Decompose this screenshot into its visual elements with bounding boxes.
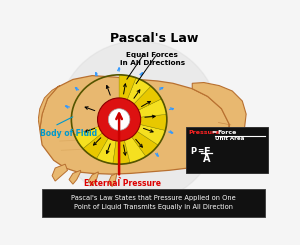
Text: Pascal's Law States that Pressure Applied on One
Point of Liquid Transmits Equal: Pascal's Law States that Pressure Applie… <box>71 196 236 210</box>
Text: P: P <box>190 147 196 156</box>
Polygon shape <box>119 120 158 157</box>
Polygon shape <box>38 86 60 130</box>
Polygon shape <box>119 99 166 120</box>
Polygon shape <box>74 120 119 149</box>
Text: Pascal's Law: Pascal's Law <box>110 32 198 45</box>
Polygon shape <box>119 75 136 120</box>
Polygon shape <box>113 120 130 164</box>
Polygon shape <box>83 120 119 159</box>
Circle shape <box>58 41 219 203</box>
Polygon shape <box>119 86 161 120</box>
Polygon shape <box>88 172 98 186</box>
Polygon shape <box>96 120 119 164</box>
Text: Body of Fluid: Body of Fluid <box>40 117 97 138</box>
FancyBboxPatch shape <box>186 127 268 173</box>
Polygon shape <box>119 114 167 130</box>
Text: =: = <box>197 147 203 156</box>
Polygon shape <box>40 76 229 174</box>
Text: Equal Forces
in All Directions: Equal Forces in All Directions <box>120 52 185 66</box>
Polygon shape <box>119 78 151 120</box>
Text: A: A <box>203 154 211 164</box>
Text: Unit Area: Unit Area <box>215 136 245 141</box>
Circle shape <box>108 109 130 130</box>
Text: Force: Force <box>217 130 236 135</box>
Polygon shape <box>52 164 68 181</box>
Text: =: = <box>212 130 217 135</box>
Text: Pressure: Pressure <box>188 130 220 135</box>
Polygon shape <box>192 83 246 141</box>
Polygon shape <box>108 173 117 186</box>
Text: F: F <box>203 147 210 157</box>
Circle shape <box>98 98 141 141</box>
Text: External Pressure: External Pressure <box>85 179 161 188</box>
FancyBboxPatch shape <box>42 189 266 217</box>
Polygon shape <box>69 170 81 184</box>
Polygon shape <box>119 120 165 145</box>
Polygon shape <box>119 120 146 163</box>
